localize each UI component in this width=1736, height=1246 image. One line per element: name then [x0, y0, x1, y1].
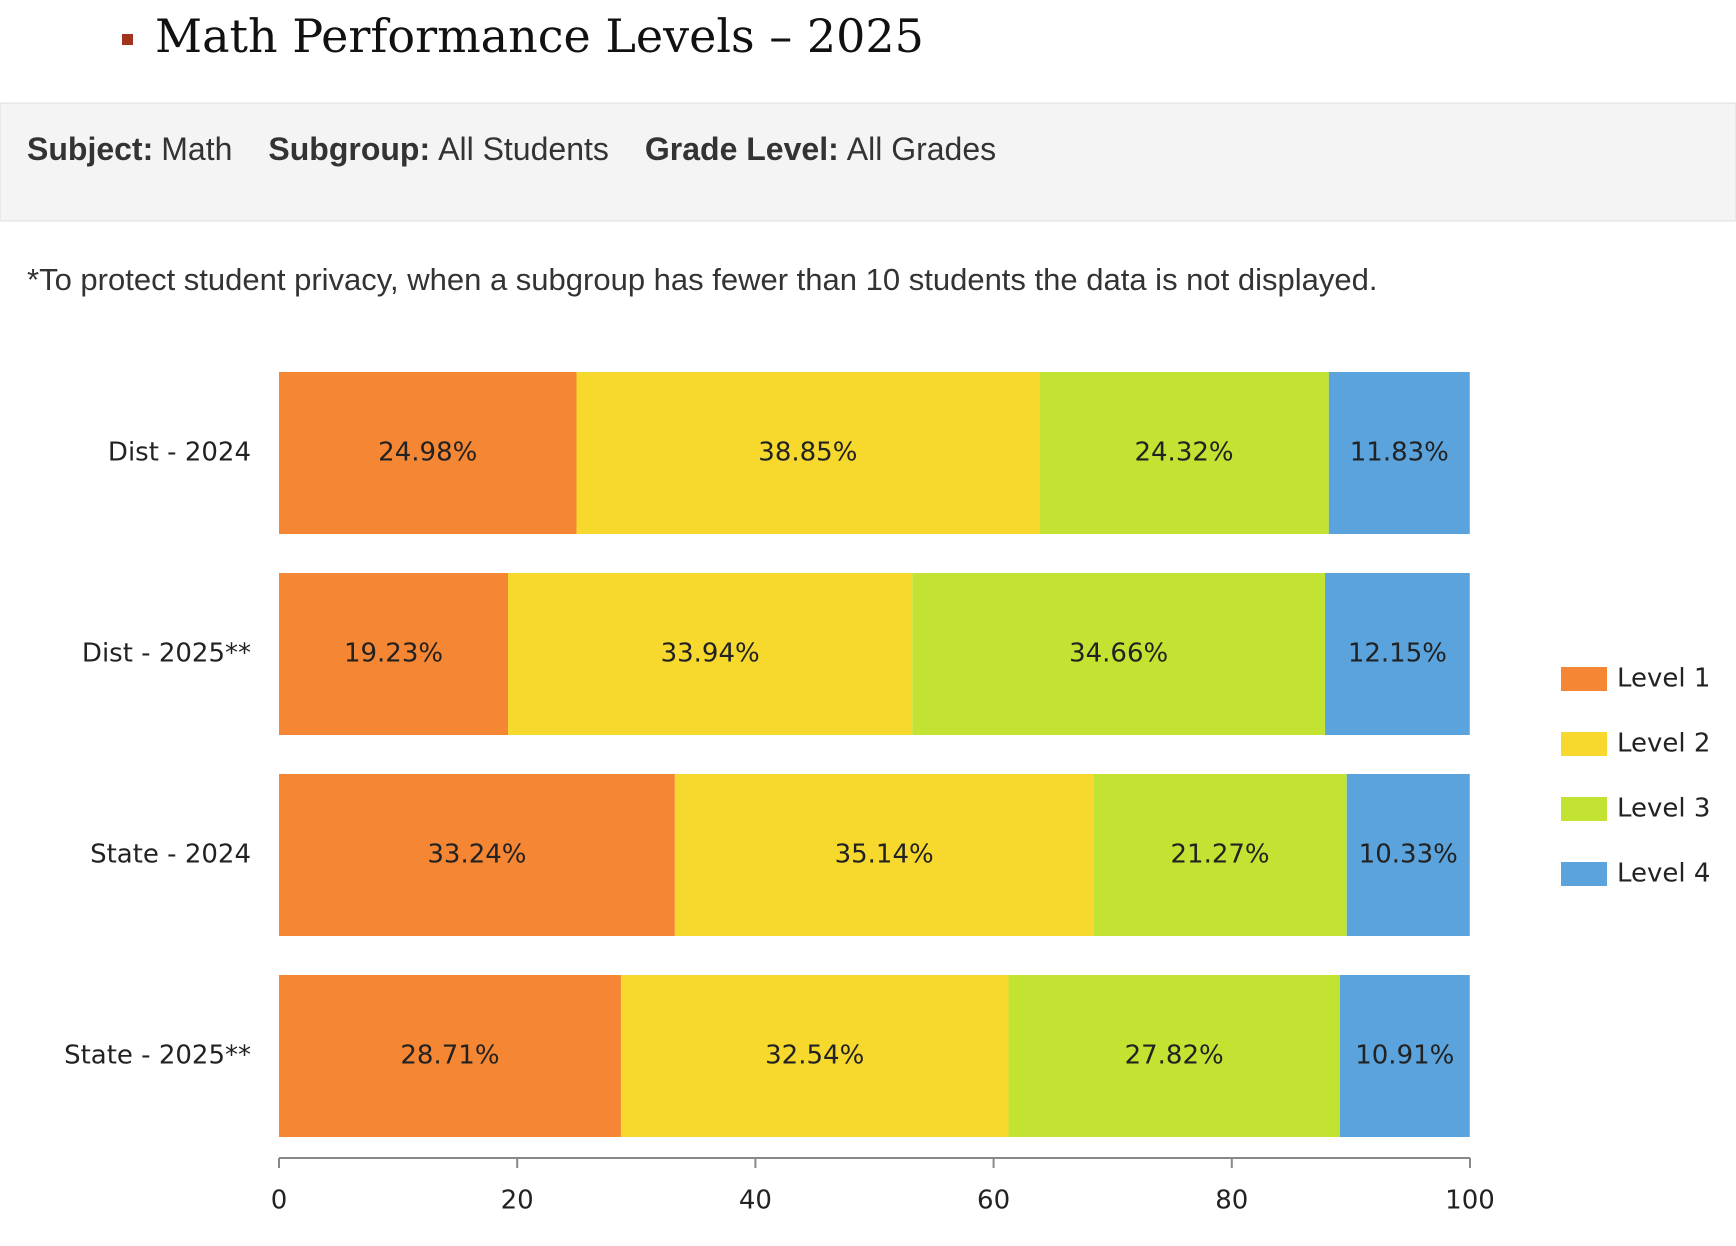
y-tick-label: Dist - 2025** — [82, 639, 251, 669]
value-label: 35.14% — [835, 840, 934, 870]
value-label: 27.82% — [1125, 1041, 1224, 1071]
bar-segment — [1039, 372, 1329, 534]
bar-segment — [912, 573, 1326, 735]
bar-segment — [620, 975, 1009, 1137]
y-tick-label: Dist - 2024 — [108, 438, 251, 468]
y-tick-label: State - 2024 — [90, 840, 251, 870]
x-tick-label: 0 — [271, 1186, 288, 1216]
bar-segment — [1346, 774, 1470, 936]
bar-segment — [576, 372, 1040, 534]
value-label: 24.32% — [1134, 438, 1233, 468]
value-label: 21.27% — [1170, 840, 1269, 870]
value-label: 10.91% — [1355, 1041, 1454, 1071]
value-label: 32.54% — [765, 1041, 864, 1071]
filter-bar — [0, 102, 1736, 222]
x-tick-label: 40 — [739, 1186, 772, 1216]
legend-swatch — [1561, 667, 1607, 691]
bar-segment — [279, 975, 621, 1137]
value-label: 12.15% — [1348, 639, 1447, 669]
x-tick-label: 60 — [977, 1186, 1010, 1216]
value-label: 38.85% — [758, 438, 857, 468]
bar-segment — [1008, 975, 1340, 1137]
bar-segment — [1328, 372, 1470, 534]
bar-segment — [508, 573, 913, 735]
value-label: 33.24% — [427, 840, 526, 870]
y-tick-label: State - 2025** — [64, 1041, 251, 1071]
legend-label: Level 3 — [1617, 794, 1710, 824]
bar-segment — [1325, 573, 1470, 735]
value-label: 24.98% — [378, 438, 477, 468]
x-tick-label: 100 — [1445, 1186, 1495, 1216]
bullet — [122, 34, 133, 45]
filters: Subject: Math Subgroup: All Students Grade L… — [27, 131, 996, 167]
legend-label: Level 2 — [1617, 729, 1710, 759]
value-label: 11.83% — [1350, 438, 1449, 468]
bar-segment — [279, 372, 577, 534]
value-label: 28.71% — [400, 1041, 499, 1071]
filter-value: All Students — [438, 131, 609, 167]
value-label: 19.23% — [344, 639, 443, 669]
x-tick-label: 80 — [1215, 1186, 1248, 1216]
privacy-note: *To protect student privacy, when a subg… — [27, 262, 1377, 297]
legend-swatch — [1561, 732, 1607, 756]
bar-segment — [279, 774, 675, 936]
legend-swatch — [1561, 862, 1607, 886]
x-tick-label: 20 — [501, 1186, 534, 1216]
filter-label: Subgroup: — [268, 131, 430, 167]
filter-label: Subject: — [27, 131, 153, 167]
filter-value: All Grades — [847, 131, 996, 167]
bar-segment — [1339, 975, 1470, 1137]
filter-label: Grade Level: — [645, 131, 839, 167]
value-label: 34.66% — [1069, 639, 1168, 669]
legend-label: Level 1 — [1617, 664, 1710, 694]
legend-label: Level 4 — [1617, 859, 1710, 889]
bar-segment — [674, 774, 1094, 936]
legend-swatch — [1561, 797, 1607, 821]
value-label: 33.94% — [661, 639, 760, 669]
bar-segment — [279, 573, 509, 735]
page-title: Math Performance Levels – 2025 — [155, 9, 924, 63]
filter-value: Math — [161, 131, 232, 167]
bar-segment — [1093, 774, 1347, 936]
value-label: 10.33% — [1359, 840, 1458, 870]
